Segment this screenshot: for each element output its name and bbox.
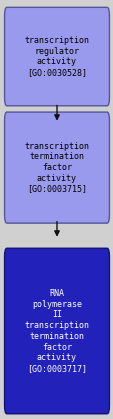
- FancyBboxPatch shape: [5, 8, 108, 106]
- Text: RNA
polymerase
II
transcription
termination
factor
activity
[GO:0003717]: RNA polymerase II transcription terminat…: [24, 289, 89, 373]
- FancyBboxPatch shape: [5, 248, 108, 414]
- Text: transcription
termination
factor
activity
[GO:0003715]: transcription termination factor activit…: [24, 142, 89, 194]
- Text: transcription
regulator
activity
[GO:0030528]: transcription regulator activity [GO:003…: [24, 36, 89, 77]
- FancyBboxPatch shape: [5, 112, 108, 223]
